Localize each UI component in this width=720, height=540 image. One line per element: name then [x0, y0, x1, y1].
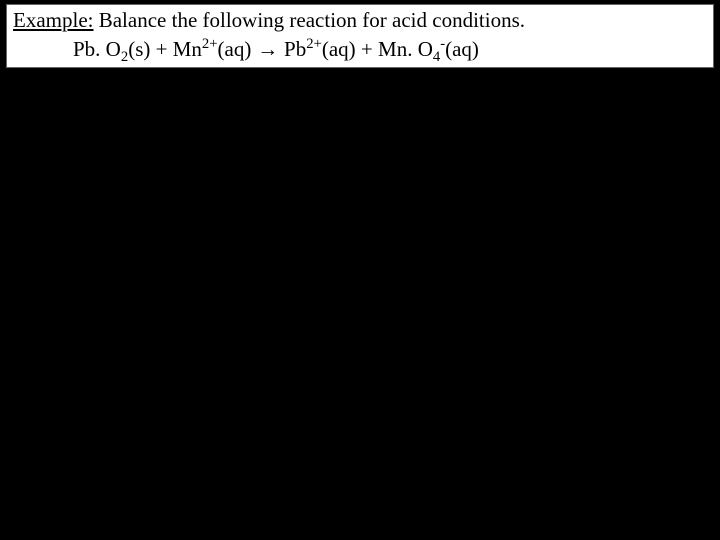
slide: Example: Balance the following reaction …: [0, 0, 720, 540]
reactant2-sup: 2+: [202, 36, 218, 52]
title-line: Example: Balance the following reaction …: [13, 7, 707, 33]
header-box: Example: Balance the following reaction …: [6, 4, 714, 68]
reactant1-state: (s): [128, 37, 150, 61]
plus1: +: [150, 37, 172, 61]
product1-state: (aq): [322, 37, 356, 61]
reactant2-base: Mn: [173, 37, 202, 61]
equation-line: Pb. O2(s) + Mn2+(aq) → Pb2+(aq) + Mn. O4…: [13, 35, 707, 64]
plus2: +: [356, 37, 378, 61]
product2-state: (aq): [445, 37, 479, 61]
product2-base: Mn. O: [378, 37, 433, 61]
reactant2-state: (aq): [218, 37, 252, 61]
product1-sup: 2+: [306, 36, 322, 52]
title-rest: Balance the following reaction for acid …: [93, 8, 525, 32]
arrow-icon: →: [251, 38, 284, 61]
reactant1-base: Pb. O: [73, 37, 121, 61]
product1-base: Pb: [284, 37, 306, 61]
title-label: Example:: [13, 8, 93, 32]
